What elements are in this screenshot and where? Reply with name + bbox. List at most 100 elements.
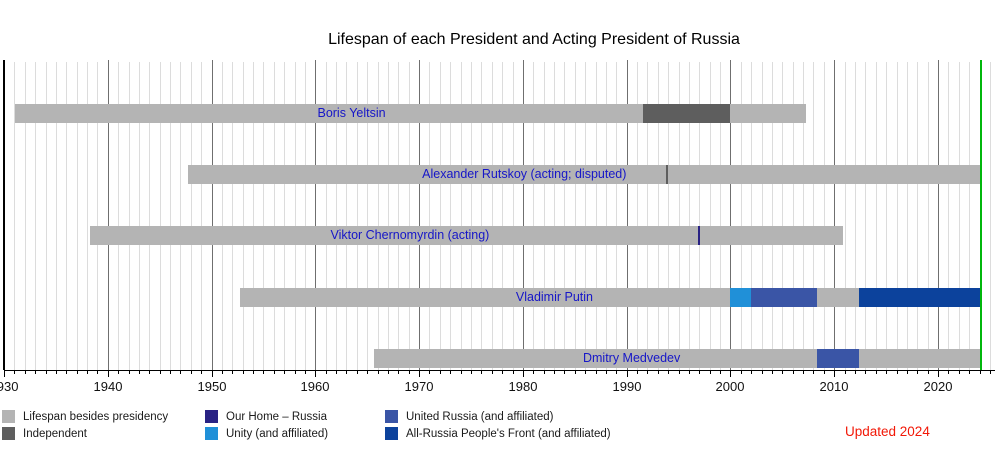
gridline-year: [346, 62, 347, 370]
axis-tick: [689, 370, 690, 374]
axis-tick: [855, 370, 856, 374]
axis-tick-label: 1990: [612, 379, 642, 394]
gridline-decade: [212, 60, 213, 370]
gridline-year: [658, 62, 659, 370]
axis-tick: [803, 370, 804, 374]
axis-tick: [969, 370, 970, 374]
president-name-label: Dmitry Medvedev: [582, 351, 681, 365]
axis-tick-label: 1980: [508, 379, 538, 394]
axis-tick: [284, 370, 285, 374]
axis-tick-major: [523, 370, 524, 377]
x-axis-line: [4, 370, 995, 371]
axis-tick-label: 2020: [923, 379, 953, 394]
axis-tick: [658, 370, 659, 374]
axis-tick-major: [834, 370, 835, 377]
legend-item-united-russia: United Russia (and affiliated): [385, 410, 611, 423]
gridline-year: [243, 62, 244, 370]
gridline-year: [336, 62, 337, 370]
gridline-decade: [3, 60, 5, 370]
gridline-year: [533, 62, 534, 370]
axis-tick: [813, 370, 814, 374]
axis-tick: [782, 370, 783, 374]
axis-tick: [253, 370, 254, 374]
axis-tick: [865, 370, 866, 374]
axis-tick: [897, 370, 898, 374]
bar-segment-lifespan: [89, 226, 843, 245]
gridline-year: [502, 62, 503, 370]
lifespan-bar-row: Viktor Chernomyrdin (acting): [89, 226, 843, 245]
axis-tick: [907, 370, 908, 374]
gridline-year: [388, 62, 389, 370]
legend-swatch-our-home-russia: [205, 410, 218, 423]
axis-tick: [481, 370, 482, 374]
gridline-year: [793, 62, 794, 370]
gridline-year: [720, 62, 721, 370]
gridline-year: [378, 62, 379, 370]
axis-tick: [149, 370, 150, 374]
gridline-year: [160, 62, 161, 370]
lifespan-bar-row: Vladimir Putin: [240, 288, 980, 307]
gridline-year: [305, 62, 306, 370]
gridline-year: [139, 62, 140, 370]
gridline-year: [606, 62, 607, 370]
axis-tick: [513, 370, 514, 374]
axis-tick-major: [315, 370, 316, 377]
legend-label: Independent: [23, 427, 87, 440]
gridline-decade: [730, 60, 731, 370]
gridline-year: [762, 62, 763, 370]
axis-tick: [616, 370, 617, 374]
gridline-year: [222, 62, 223, 370]
axis-tick: [429, 370, 430, 374]
axis-tick: [409, 370, 410, 374]
gridline-decade: [108, 60, 109, 370]
axis-tick: [575, 370, 576, 374]
axis-tick: [710, 370, 711, 374]
gridline-year: [429, 62, 430, 370]
bar-segment-unity: [730, 288, 751, 307]
axis-tick-major: [108, 370, 109, 377]
bar-segment-united-russia: [817, 349, 859, 368]
legend-swatch-lifespan: [2, 410, 15, 423]
axis-tick-major: [938, 370, 939, 377]
axis-tick: [87, 370, 88, 374]
axis-tick: [326, 370, 327, 374]
gridline-year: [647, 62, 648, 370]
axis-tick: [585, 370, 586, 374]
axis-tick: [97, 370, 98, 374]
gridline-year: [326, 62, 327, 370]
bar-segment-lifespan: [374, 349, 818, 368]
gridline-year: [710, 62, 711, 370]
legend-swatch-arpf: [385, 427, 398, 440]
gridline-year: [917, 62, 918, 370]
gridline-decade: [627, 60, 628, 370]
gridline-year: [232, 62, 233, 370]
gridline-year: [201, 62, 202, 370]
gridline-year: [66, 62, 67, 370]
bar-segment-lifespan: [730, 104, 807, 123]
axis-tick: [876, 370, 877, 374]
axis-tick-label: 1950: [197, 379, 227, 394]
axis-tick: [596, 370, 597, 374]
axis-tick: [378, 370, 379, 374]
legend: Lifespan besides presidency Independent …: [0, 410, 1000, 446]
axis-tick: [450, 370, 451, 374]
axis-tick: [129, 370, 130, 374]
axis-tick: [533, 370, 534, 374]
axis-tick: [502, 370, 503, 374]
gridline-year: [450, 62, 451, 370]
gridline-year: [865, 62, 866, 370]
axis-tick-major: [419, 370, 420, 377]
axis-tick: [274, 370, 275, 374]
axis-tick: [160, 370, 161, 374]
gridline-year: [191, 62, 192, 370]
axis-tick: [461, 370, 462, 374]
gridline-year: [492, 62, 493, 370]
axis-tick: [637, 370, 638, 374]
gridline-year: [129, 62, 130, 370]
axis-tick: [201, 370, 202, 374]
axis-tick-label: 2010: [819, 379, 849, 394]
gridline-year: [616, 62, 617, 370]
gridline-year: [440, 62, 441, 370]
axis-tick-label: 2000: [715, 379, 745, 394]
axis-tick: [741, 370, 742, 374]
